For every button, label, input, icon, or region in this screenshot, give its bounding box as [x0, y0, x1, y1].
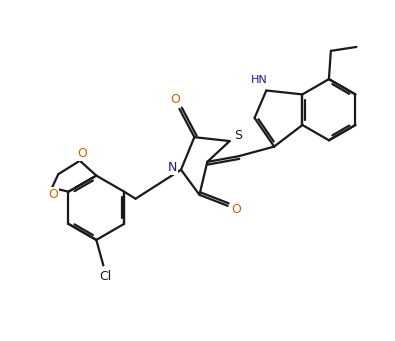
- Text: O: O: [231, 203, 241, 216]
- Text: N: N: [168, 161, 177, 174]
- Text: S: S: [234, 129, 242, 142]
- Text: O: O: [48, 188, 58, 201]
- Text: HN: HN: [251, 74, 268, 85]
- Text: O: O: [170, 93, 180, 106]
- Text: Cl: Cl: [99, 270, 111, 283]
- Text: O: O: [77, 147, 87, 160]
